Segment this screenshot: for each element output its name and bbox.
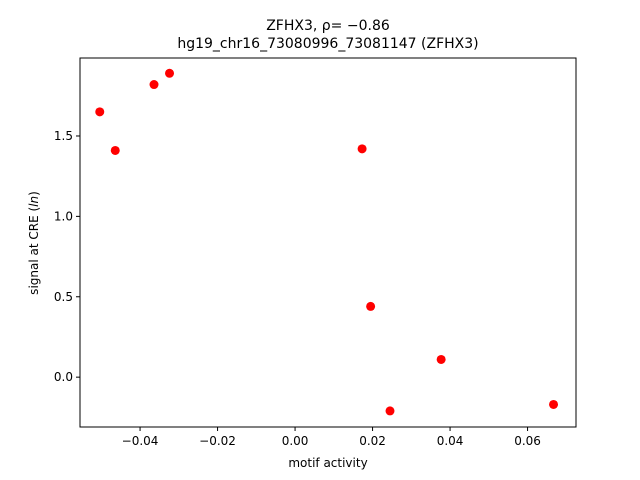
x-tick-label: 0.00 [282, 434, 309, 448]
x-tick-label: −0.02 [199, 434, 236, 448]
data-point [165, 68, 175, 78]
data-point [149, 80, 159, 90]
data-point [366, 301, 376, 311]
x-axis-ticks: −0.04 −0.02 0.00 0.02 0.04 0.06 [122, 427, 541, 448]
data-point [110, 145, 120, 155]
x-tick-label: 0.02 [359, 434, 386, 448]
y-tick-label: 1.0 [54, 209, 73, 223]
data-point [549, 399, 559, 409]
y-axis-label-suffix: ) [27, 191, 41, 196]
y-axis-ticks: 0.0 0.5 1.0 1.5 [54, 129, 80, 384]
x-tick-label: 0.06 [514, 434, 541, 448]
data-point [436, 354, 446, 364]
chart-title-line1: ZFHX3, ρ= −0.86 [266, 18, 390, 34]
data-point [95, 107, 105, 117]
y-axis-label-italic: ln [27, 196, 41, 207]
y-axis-label-prefix: signal at CRE ( [27, 207, 41, 295]
y-tick-label: 1.5 [54, 129, 73, 143]
x-tick-label: 0.04 [437, 434, 464, 448]
data-points [95, 68, 559, 416]
y-tick-label: 0.5 [54, 290, 73, 304]
data-point [385, 406, 395, 416]
y-axis-label: signal at CRE (ln) [27, 191, 41, 295]
data-point [357, 144, 367, 154]
plot-area-frame [79, 57, 577, 428]
chart-title-line2: hg19_chr16_73080996_73081147 (ZFHX3) [177, 36, 478, 52]
y-tick-label: 0.0 [54, 370, 73, 384]
x-axis-label: motif activity [288, 456, 367, 470]
x-tick-label: −0.04 [122, 434, 159, 448]
